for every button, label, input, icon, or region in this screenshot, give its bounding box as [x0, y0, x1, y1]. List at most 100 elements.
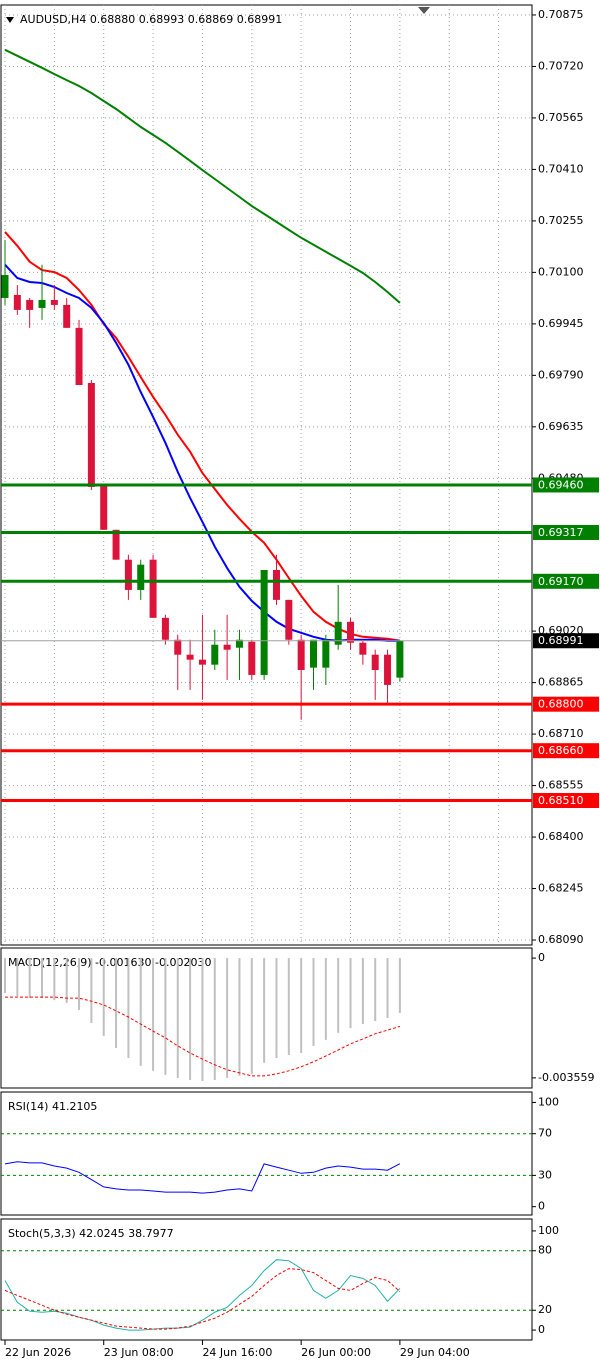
macd-bar — [386, 958, 389, 1018]
candle-body — [124, 559, 132, 590]
y-tick-label: 0.70720 — [538, 59, 584, 72]
macd-bar — [300, 958, 303, 1053]
y-tick-label: 0 — [538, 951, 545, 964]
level-label: 0.69170 — [538, 575, 584, 588]
candle-body — [38, 299, 46, 308]
macd-bar — [324, 958, 327, 1040]
level-label-box — [533, 477, 599, 493]
last-price-label: 0.68991 — [538, 634, 584, 647]
macd-bar — [16, 958, 19, 997]
signal-line — [5, 996, 401, 1077]
candle-body — [149, 559, 157, 618]
candle-body — [198, 659, 206, 665]
y-tick-label: 0.68710 — [538, 727, 584, 740]
candle-body — [297, 639, 305, 670]
level-label: 0.69460 — [538, 478, 584, 491]
macd-bar — [398, 958, 401, 1013]
candle-body — [359, 642, 367, 655]
macd-bar — [127, 958, 130, 1059]
candle-body — [211, 644, 219, 665]
x-tick-label: 26 Jun 00:00 — [301, 1346, 371, 1359]
level-label-box — [533, 524, 599, 540]
y-tick-label: 70 — [538, 1127, 552, 1140]
macd-bar — [349, 958, 352, 1029]
y-tick-label: 0.70565 — [538, 111, 584, 124]
macd-bar — [226, 958, 229, 1078]
candle-body — [322, 639, 330, 668]
y-tick-label: 0.70410 — [538, 162, 584, 175]
candle-body — [87, 382, 95, 487]
macd-bar — [213, 958, 216, 1080]
y-tick-label: 20 — [538, 1303, 552, 1316]
macd-bar — [263, 958, 266, 1063]
x-tick-label: 23 Jun 08:00 — [104, 1346, 174, 1359]
candle-body — [223, 644, 231, 650]
level-label: 0.68510 — [538, 794, 584, 807]
indicator-line — [4, 1259, 401, 1331]
moving-average — [4, 48, 401, 304]
macd-bar — [238, 958, 241, 1076]
candle-body — [50, 299, 58, 305]
scroll-marker — [418, 7, 430, 14]
macd-bar — [250, 958, 253, 1074]
candle-body — [235, 639, 243, 648]
x-tick-label: 29 Jun 04:00 — [400, 1346, 470, 1359]
y-tick-label: 0.70100 — [538, 265, 584, 278]
panel-frame — [0, 4, 533, 946]
macd-bar — [275, 958, 278, 1059]
candle-body — [384, 654, 392, 685]
candle-body — [63, 304, 71, 328]
candle-body — [285, 599, 293, 640]
x-tick-label: 22 Jun 2026 — [5, 1346, 71, 1359]
panel-frame — [0, 1091, 533, 1216]
level-label-box — [533, 743, 599, 759]
y-tick-label: 0 — [538, 1200, 545, 1213]
indicator-line — [4, 1268, 401, 1330]
macd-bar — [361, 958, 364, 1025]
macd-bar — [374, 958, 377, 1022]
candle-body — [26, 299, 34, 310]
macd-bar — [53, 958, 56, 1001]
level-label-box — [533, 696, 599, 712]
menu-arrow — [6, 17, 14, 23]
candle-body — [161, 617, 169, 640]
candle-body — [272, 569, 280, 600]
candle-body — [112, 529, 120, 560]
y-tick-label: 0.69635 — [538, 420, 584, 433]
candle-body — [334, 621, 342, 645]
macd-bar — [102, 958, 105, 1036]
panel-title: RSI(14) 41.2105 — [8, 1100, 97, 1113]
y-tick-label: 80 — [538, 1244, 552, 1257]
y-tick-label: 30 — [538, 1168, 552, 1181]
y-tick-label: 0.69945 — [538, 317, 584, 330]
macd-bar — [139, 958, 142, 1066]
candle-body — [248, 641, 256, 675]
candle-body — [174, 639, 182, 655]
y-tick-label: 0.68865 — [538, 676, 584, 689]
y-tick-label: 0.68555 — [538, 779, 584, 792]
macd-bar — [90, 958, 93, 1024]
macd-bar — [152, 958, 155, 1071]
moving-average — [4, 231, 401, 642]
candle-body — [347, 621, 355, 643]
y-tick-label: 100 — [538, 1224, 559, 1237]
macd-bar — [4, 958, 6, 994]
indicator-line — [4, 1161, 401, 1194]
macd-bar — [164, 958, 167, 1075]
level-label: 0.68660 — [538, 744, 584, 757]
panel-frame — [0, 1218, 533, 1341]
macd-bar — [176, 958, 179, 1078]
candle-body — [13, 294, 21, 310]
macd-bar — [337, 958, 340, 1033]
level-label: 0.69317 — [538, 526, 584, 539]
candle-body — [396, 640, 404, 678]
candle-body — [100, 484, 108, 530]
y-tick-label: 0.70875 — [538, 8, 584, 21]
macd-bar — [28, 958, 31, 999]
panel-title: MACD(12,26,9) -0.001630 -0.002030 — [8, 956, 211, 969]
x-tick-label: 24 Jun 16:00 — [202, 1346, 272, 1359]
level-label: 0.68800 — [538, 698, 584, 711]
y-tick-label: 0.68400 — [538, 830, 584, 843]
panel-frame — [0, 947, 533, 1089]
